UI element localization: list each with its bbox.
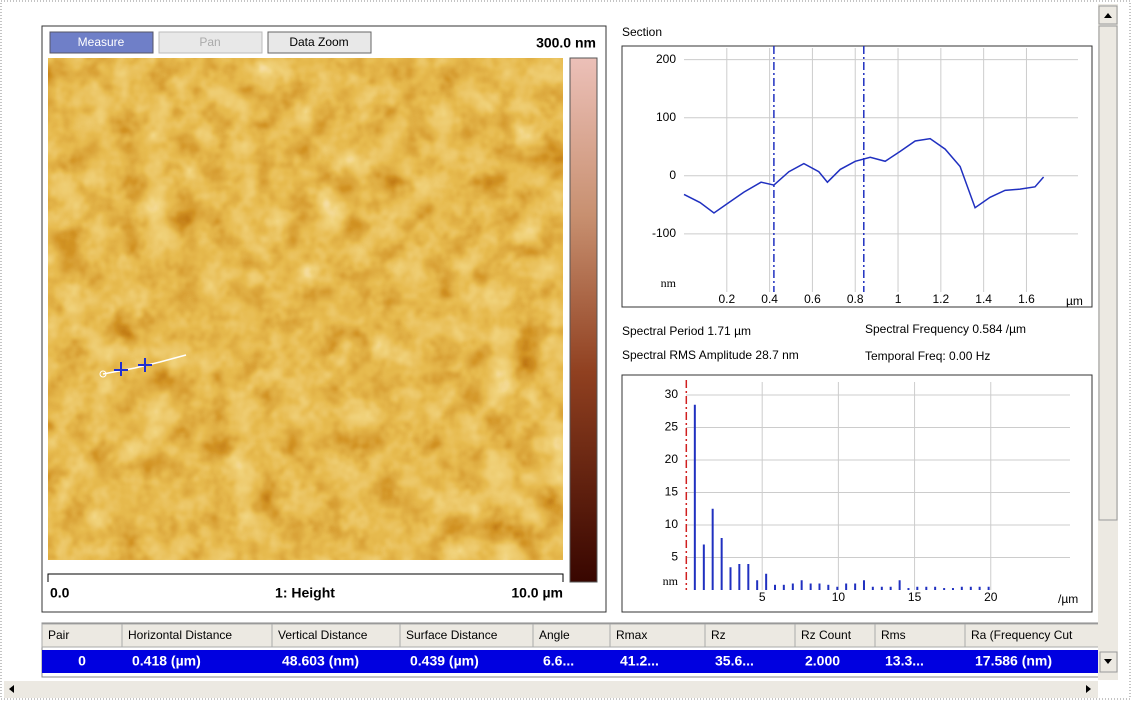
x-axis-label: /µm xyxy=(1058,592,1078,606)
cell-text: 2.000 xyxy=(805,653,840,669)
y-tick-label: -100 xyxy=(652,226,676,240)
x-tick-label: 0.8 xyxy=(847,292,864,306)
y-tick-label: 30 xyxy=(665,387,679,401)
cell-text: 0 xyxy=(78,653,86,669)
y-tick-label: 15 xyxy=(665,485,679,499)
cell-text: 0.418 (µm) xyxy=(132,653,201,669)
section-chart xyxy=(622,46,1092,307)
color-bar xyxy=(570,58,597,582)
y-axis-label: nm xyxy=(663,574,679,588)
h-scrollbar[interactable] xyxy=(4,681,1098,698)
button-label: Data Zoom xyxy=(289,35,348,49)
cell-text: 35.6... xyxy=(715,653,754,669)
x-tick-label: 1.2 xyxy=(932,292,949,306)
x-end: 10.0 µm xyxy=(511,585,563,601)
button-label: Pan xyxy=(199,35,220,49)
x-tick-label: 20 xyxy=(984,590,998,604)
cell-text: 17.586 (nm) xyxy=(975,653,1052,669)
header-text: Horizontal Distance xyxy=(128,628,232,642)
spectral-text: Spectral RMS Amplitude 28.7 nm xyxy=(622,348,799,362)
x-axis-label: µm xyxy=(1066,294,1083,308)
x-tick-label: 1.4 xyxy=(975,292,992,306)
x-tick-label: 1.6 xyxy=(1018,292,1035,306)
x-tick-label: 10 xyxy=(832,590,846,604)
button-label: Measure xyxy=(78,35,125,49)
cell-text: 6.6... xyxy=(543,653,574,669)
y-tick-label: 5 xyxy=(671,550,678,564)
y-tick-label: 100 xyxy=(656,110,676,124)
header-text: Surface Distance xyxy=(406,628,498,642)
afm-image[interactable] xyxy=(48,58,563,560)
scale-max: 300.0 nm xyxy=(536,35,596,51)
spectral-text: Spectral Frequency 0.584 /µm xyxy=(865,322,1026,336)
cell-text: 41.2... xyxy=(620,653,659,669)
x-tick-label: 0.6 xyxy=(804,292,821,306)
x-tick-label: 15 xyxy=(908,590,922,604)
y-tick-label: 0 xyxy=(669,168,676,182)
header-text: Rz xyxy=(711,628,726,642)
spectral-text: Temporal Freq: 0.00 Hz xyxy=(865,349,990,363)
x-start: 0.0 xyxy=(50,585,70,601)
y-axis-label: nm xyxy=(661,276,677,290)
spectrum-chart xyxy=(622,375,1092,612)
scroll-thumb[interactable] xyxy=(1099,26,1117,520)
window: Measure Pan Data Zoom 300.0 nm 0.0 1: He… xyxy=(0,0,1131,700)
header-text: Ra (Frequency Cut xyxy=(971,628,1073,642)
section-label: Section xyxy=(622,25,662,39)
header-text: Rms xyxy=(881,628,906,642)
x-tick-label: 0.4 xyxy=(761,292,778,306)
y-tick-label: 20 xyxy=(665,452,679,466)
header-text: Rz Count xyxy=(801,628,852,642)
header-text: Vertical Distance xyxy=(278,628,368,642)
y-tick-label: 25 xyxy=(665,420,679,434)
y-tick-label: 10 xyxy=(665,517,679,531)
x-tick-label: 0.2 xyxy=(718,292,735,306)
y-tick-label: 200 xyxy=(656,52,676,66)
header-text: Pair xyxy=(48,628,69,642)
x-tick-label: 5 xyxy=(759,590,766,604)
cell-text: 0.439 (µm) xyxy=(410,653,479,669)
cell-text: 13.3... xyxy=(885,653,924,669)
channel: 1: Height xyxy=(275,585,335,601)
header-text: Rmax xyxy=(616,628,647,642)
spectral-text: Spectral Period 1.71 µm xyxy=(622,324,751,338)
cell-text: 48.603 (nm) xyxy=(282,653,359,669)
header-text: Angle xyxy=(539,628,570,642)
page: { "toolbar": {"buttons": ["Measure", "Pa… xyxy=(0,0,1131,700)
x-tick-label: 1 xyxy=(895,292,902,306)
